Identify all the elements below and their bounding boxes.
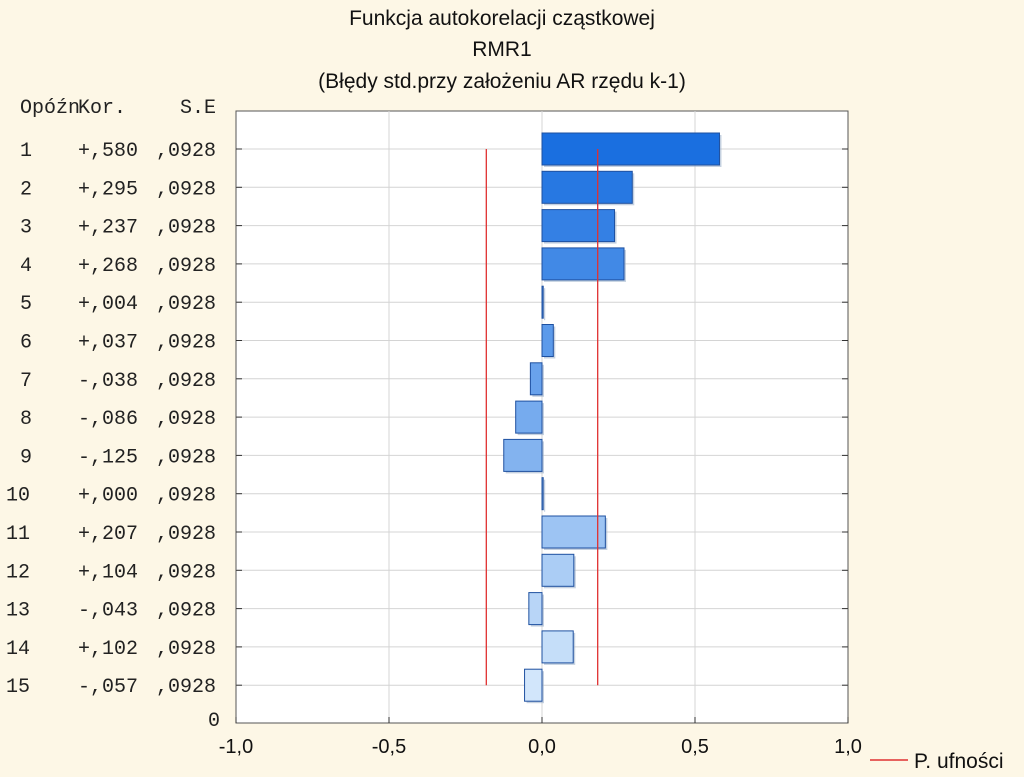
bars [503,132,722,704]
corr-label-13: -,043 [78,600,138,623]
bar-lag-9 [503,438,543,472]
lag-label-5: 5 [20,293,32,316]
se-label-2: ,0928 [156,178,216,201]
bar-lag-7 [529,362,543,396]
x-tick-label-1: -0,5 [372,736,406,758]
confidence-lines [485,149,599,686]
bar-lag-15 [524,668,543,702]
bar-lag-8 [515,400,543,434]
bar-lag-6 [541,324,554,357]
corr-label-7: -,038 [78,370,138,393]
se-label-11: ,0928 [156,523,216,546]
x-tick-label-4: 1,0 [834,736,862,758]
bar-lag-10 [541,477,544,511]
corr-label-15: -,057 [78,676,138,699]
bar-lag-11 [541,515,606,549]
bar-lag-2 [541,170,633,204]
se-label-5: ,0928 [156,293,216,316]
bar-lag-1 [541,132,720,166]
se-label-14: ,0928 [156,638,216,661]
lag-label-6: 6 [20,332,32,355]
corr-label-11: +,207 [78,523,138,546]
lag-label-3: 3 [20,217,32,240]
se-label-4: ,0928 [156,255,216,278]
header-corr: Kor. [78,97,126,120]
x-tick-label-2: 0,0 [528,736,556,758]
se-label-13: ,0928 [156,600,216,623]
lag-label-7: 7 [20,370,32,393]
lag-label-8: 8 [20,408,32,431]
corr-label-2: +,295 [78,178,138,201]
se-label-12: ,0928 [156,561,216,584]
se-label-1: ,0928 [156,140,216,163]
se-label-3: ,0928 [156,217,216,240]
corr-label-4: +,268 [78,255,138,278]
corr-label-3: +,237 [78,217,138,240]
bar-shadow-10 [544,479,546,512]
row-labels: 1 +,580 ,0928 2 +,295 ,0928 3 +,237 ,0928 4 +,268,… [6,140,848,733]
bar-lag-4 [541,247,625,281]
se-label-7: ,0928 [156,370,216,393]
se-label-15: ,0928 [156,676,216,699]
corr-label-1: +,580 [78,140,138,163]
lag-label-2: 2 [20,178,32,201]
bar-lag-13 [528,592,543,626]
bar-lag-12 [541,553,575,587]
lag-label-11: 11 [6,523,30,546]
chart-subtitle-2: (Błędy std.przy założeniu AR rzędu k-1) [318,70,686,93]
bar-lag-5 [541,285,544,319]
bar-shadow-5 [544,288,546,321]
x-tick-label-3: 0,5 [681,736,709,758]
corr-label-6: +,037 [78,332,138,355]
se-label-6: ,0928 [156,332,216,355]
corr-label-10: +,000 [78,485,138,508]
se-label-9: ,0928 [156,446,216,469]
header-se: S.E [180,97,216,120]
corr-label-8: -,086 [78,408,138,431]
lag-label-9: 9 [20,446,32,469]
bar-lag-3 [541,209,616,243]
lag-label-13: 13 [6,600,30,623]
se-label-8: ,0928 [156,408,216,431]
corr-label-9: -,125 [78,446,138,469]
lag-label-12: 12 [6,561,30,584]
lag-label-14: 14 [6,638,30,661]
lag-label-1: 1 [20,140,32,163]
x-axis: -1,0 -0,5 0,0 0,5 1,0 [219,717,862,758]
legend: P. ufności [870,750,1004,773]
lag-label-4: 4 [20,255,32,278]
chart-subtitle: RMR1 [472,38,532,61]
header-lag: Opóźn [20,97,80,120]
se-label-10: ,0928 [156,485,216,508]
bar-lag-14 [541,630,574,664]
lag-label-10: 10 [6,485,30,508]
y-zero-label: 0 [208,710,220,733]
corr-label-5: +,004 [78,293,138,316]
chart-title: Funkcja autokorelacji cząstkowej [349,7,655,30]
corr-label-12: +,104 [78,561,138,584]
corr-label-14: +,102 [78,638,138,661]
lag-label-15: 15 [6,676,30,699]
x-tick-label-0: -1,0 [219,736,253,758]
legend-label: P. ufności [914,750,1004,773]
